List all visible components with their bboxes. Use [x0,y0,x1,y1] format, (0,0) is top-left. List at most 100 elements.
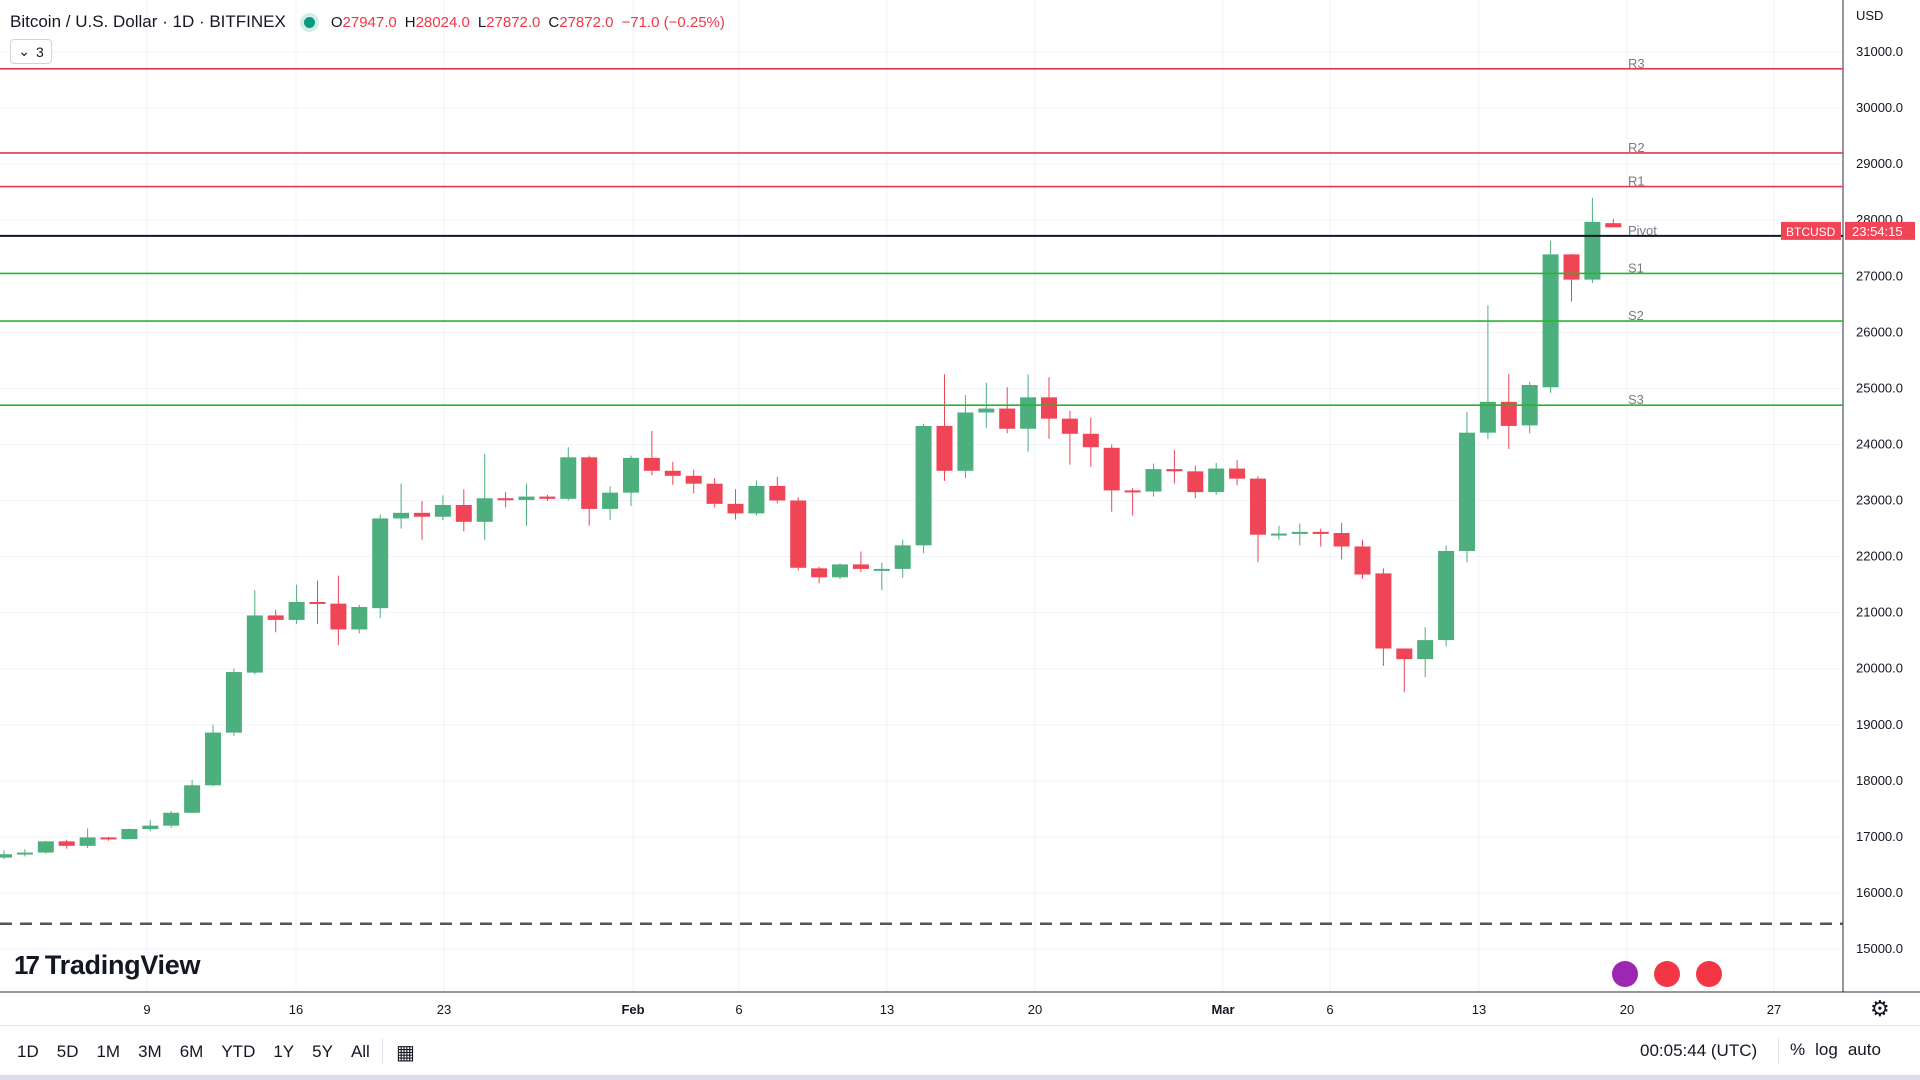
candle-body [163,812,180,826]
candle [623,455,639,507]
candle [727,489,744,520]
candle-body [1396,648,1413,660]
time-tick-label: 9 [143,1002,150,1017]
range-1d[interactable]: 1D [17,1042,39,1061]
low-value: 27872.0 [486,13,541,31]
candle [351,604,368,634]
candle [1521,381,1538,434]
candle-body [351,607,368,630]
time-tick-label: Mar [1211,1002,1234,1017]
pivot-label: S1 [1628,260,1644,275]
candle-body [225,672,242,733]
candle [205,724,221,787]
lightning-event-icon[interactable] [1612,961,1638,987]
tradingview-logo[interactable]: 17 TradingView [14,950,200,981]
candle-body [1145,469,1162,492]
price-tick-label: 26000.0 [1856,324,1903,339]
candle-body [1479,401,1496,433]
candle-body [1187,471,1204,493]
candle [0,850,12,860]
candle [915,423,932,554]
candle [1312,528,1329,547]
candle [1438,545,1455,647]
change-value: −71.0 (−0.25%) [621,13,725,31]
indicators-toggle[interactable]: ⌄ 3 [10,39,52,64]
candle-body [811,568,828,578]
candle [1082,417,1099,467]
candle [1479,305,1496,439]
percent-scale-button[interactable]: % [1790,1040,1806,1059]
range-1m[interactable]: 1M [96,1042,121,1061]
candle-body [623,457,639,493]
candle [685,469,702,494]
calendar-goto-icon[interactable]: ▦ [396,1042,415,1064]
us-flag-event-icon[interactable] [1654,961,1680,987]
bottom-toolbar: 1D 5D 1M 3M 6M YTD 1Y 5Y All ▦ 00:05:44 … [0,1025,1920,1076]
candle-body [769,485,786,501]
candle-body [1166,469,1183,472]
candle-body [1417,640,1434,660]
candle [79,828,96,849]
candle [37,840,54,854]
candle [1417,627,1434,678]
candle-body [372,518,389,609]
range-6m[interactable]: 6M [179,1042,204,1061]
range-5d[interactable]: 5D [56,1042,79,1061]
range-5y[interactable]: 5Y [312,1042,333,1061]
time-tick-label: 27 [1767,1002,1781,1017]
candle [497,492,514,508]
candle [1563,253,1580,302]
utc-clock[interactable]: 00:05:44 (UTC) [1640,1041,1758,1060]
price-tick-label: 16000.0 [1856,885,1903,900]
candle [1061,410,1078,465]
candle [1270,525,1287,540]
candle-body [1312,531,1329,534]
candle-body [455,504,472,522]
candles [0,197,1622,860]
candle [811,566,828,584]
candle-body [0,854,12,858]
candle-body [1082,433,1099,448]
candle-body [330,603,347,630]
candle [1500,373,1517,449]
pivot-levels: R3 R2 R1 Pivot S1 S2 S3 [0,56,1843,407]
pivot-label: S3 [1628,392,1644,407]
price-chart[interactable]: R3 R2 R1 Pivot S1 S2 S3 31000.0 30000.0 29000.0 28… [0,0,1920,1025]
candle-body [539,496,556,499]
candle-body [560,457,577,499]
candle-body [1354,546,1371,575]
candle-body [184,785,201,813]
candle [393,483,410,529]
candle-body [267,615,284,620]
candle-body [16,852,33,855]
pivot-label: R2 [1628,140,1645,155]
range-all[interactable]: All [350,1042,370,1061]
candle [560,447,577,501]
range-3m[interactable]: 3M [138,1042,162,1061]
candle [1291,523,1308,546]
range-1y[interactable]: 1Y [273,1042,295,1061]
candle-body [957,412,974,471]
pivot-label: R1 [1628,174,1645,189]
symbol-badge-text: BTCUSD [1786,225,1836,239]
candle-body [894,545,911,569]
log-scale-button[interactable]: log [1815,1040,1838,1059]
price-tick-label: 30000.0 [1856,100,1903,115]
pivot-label: S2 [1628,308,1644,323]
candle-body [1124,490,1141,493]
auto-scale-button[interactable]: auto [1847,1040,1881,1059]
countdown-text: 23:54:15 [1852,224,1903,239]
range-ytd[interactable]: YTD [221,1042,256,1061]
gear-icon[interactable]: ⚙ [1870,996,1890,1021]
candle [1584,197,1601,283]
close-value: 27872.0 [559,13,614,31]
us-flag-event-icon-2[interactable] [1696,961,1722,987]
candle-body [581,457,598,509]
candle-body [1605,223,1622,228]
candle [100,836,117,841]
candle [748,480,765,516]
symbol-title[interactable]: Bitcoin / U.S. Dollar · 1D · BITFINEX [10,12,286,31]
open-value: 27947.0 [342,13,397,31]
currency-label[interactable]: USD [1856,8,1884,23]
candle-body [727,503,744,514]
